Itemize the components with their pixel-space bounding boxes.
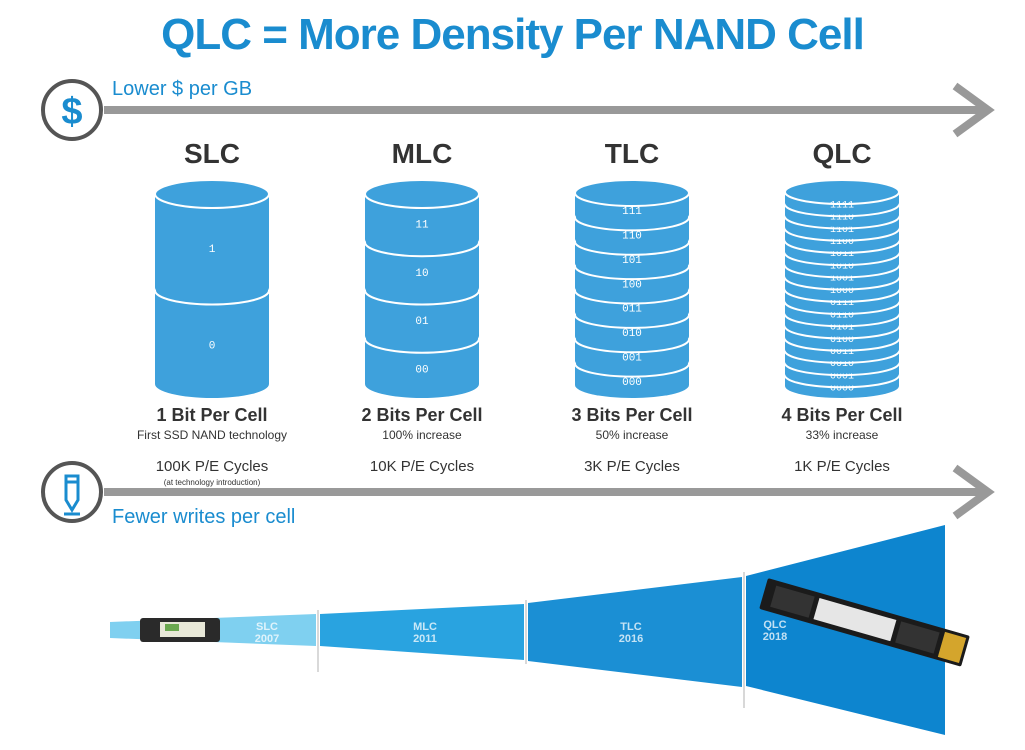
cell-level-label: 0000 [830, 384, 854, 395]
timeline-funnel [110, 525, 970, 735]
cell-level-label: 1010 [830, 261, 854, 272]
column-title-tlc: TLC [604, 138, 660, 169]
cell-level-label: 01 [415, 316, 429, 328]
desc-mlc: 100% increase [382, 428, 462, 442]
cell-stack-slc: 01 [154, 179, 270, 398]
cell-level-label: 10 [415, 268, 428, 280]
bits-label-qlc: 4 Bits Per Cell [781, 405, 903, 425]
cell-level-label: 0101 [830, 323, 854, 334]
cell-level-label: 110 [622, 231, 642, 243]
cell-level-label: 010 [622, 328, 642, 340]
page-title: QLC = More Density Per NAND Cell [161, 10, 865, 59]
cell-stack-mlc: 00 01 10 11 [364, 179, 480, 398]
pe-cycles-qlc: 1K P/E Cycles [794, 458, 890, 475]
cell-level-label: 0100 [830, 335, 854, 346]
dollar-icon: $ [41, 79, 103, 141]
bottom-axis-label: Fewer writes per cell [112, 506, 296, 528]
top-arrow [104, 82, 995, 138]
pe-note-slc: (at technology introduction) [163, 478, 261, 487]
cell-level-label: 1001 [830, 274, 854, 285]
cell-level-label: 1000 [830, 286, 854, 297]
timeline-year-mlc: 2011 [413, 633, 437, 645]
bottom-arrow [104, 464, 995, 520]
bits-label-tlc: 3 Bits Per Cell [571, 405, 693, 425]
cell-level-label: 1111 [830, 200, 854, 211]
pencil-icon [41, 461, 103, 523]
timeline-name-mlc: MLC [413, 621, 437, 633]
cell-level-label: 0111 [830, 298, 854, 309]
cell-stacks: 0100011011000001010011100101110111000000… [154, 179, 900, 398]
timeline-name-tlc: TLC [620, 621, 641, 633]
timeline-segment-mlc [320, 604, 524, 660]
cell-level-label: 101 [622, 255, 642, 267]
column-title-mlc: MLC [391, 138, 453, 169]
timeline-name-slc: SLC [256, 621, 278, 633]
desc-qlc: 33% increase [805, 428, 879, 442]
pe-cycles-mlc: 10K P/E Cycles [369, 458, 475, 475]
cell-level-label: 000 [622, 377, 642, 389]
column-title-qlc: QLC [812, 138, 872, 169]
cell-level-label: 001 [622, 352, 642, 364]
cell-level-label: 0010 [830, 359, 854, 370]
column-title-slc: SLC [184, 138, 240, 169]
pe-cycles-slc: 100K P/E Cycles [155, 458, 269, 475]
timeline-year-slc: 2007 [255, 633, 279, 645]
top-axis-label: Lower $ per GB [112, 78, 253, 100]
top-arrow-head [952, 82, 995, 138]
desc-tlc: 50% increase [595, 428, 669, 442]
bits-label-mlc: 2 Bits Per Cell [361, 405, 483, 425]
cell-level-qlc-1111: 1111 [784, 179, 900, 215]
cell-level-label: 00 [415, 364, 428, 376]
cell-level-label: 1 [209, 244, 216, 256]
cell-level-label: 11 [415, 220, 429, 232]
cell-level-label: 0001 [830, 371, 854, 382]
cell-level-label: 0 [209, 340, 216, 352]
cell-level-label: 0110 [830, 310, 854, 321]
cell-stack-tlc: 000 001 010 011 100 101 110 111 [574, 179, 690, 398]
svg-text:$: $ [61, 91, 82, 133]
bottom-arrow-head [952, 464, 995, 520]
cell-level-label: 0011 [830, 347, 854, 358]
cell-level-label: 011 [622, 304, 642, 316]
cell-level-label: 1011 [830, 249, 854, 260]
cell-level-tlc-111: 111 [574, 179, 690, 228]
timeline-name-qlc: QLC [763, 619, 786, 631]
timeline-year-qlc: 2018 [763, 631, 787, 643]
qlc-drive-image [759, 578, 970, 667]
cell-level-label: 111 [622, 206, 642, 218]
timeline-segment-tlc [528, 577, 742, 687]
cell-level-mlc-11: 11 [364, 179, 480, 254]
timeline-year-tlc: 2016 [619, 633, 643, 645]
desc-slc: First SSD NAND technology [136, 428, 288, 442]
cell-level-label: 100 [622, 279, 642, 291]
cell-level-label: 1100 [830, 237, 854, 248]
pe-cycles-tlc: 3K P/E Cycles [584, 458, 680, 475]
cell-level-slc-1: 1 [154, 179, 270, 302]
cell-level-label: 1110 [830, 213, 854, 224]
slc-drive-image [140, 618, 220, 642]
cell-level-label: 1101 [830, 225, 854, 236]
bits-label-slc: 1 Bit Per Cell [156, 405, 268, 425]
